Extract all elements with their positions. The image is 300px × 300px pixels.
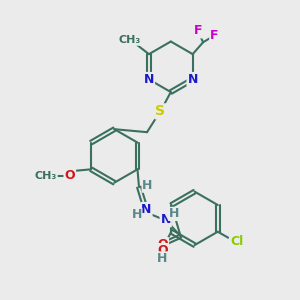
Text: CH₃: CH₃ (118, 35, 141, 45)
Text: S: S (155, 104, 165, 118)
Text: F: F (194, 25, 202, 38)
Text: H: H (131, 208, 142, 221)
Text: O: O (158, 238, 168, 251)
Text: CH₃: CH₃ (35, 171, 57, 181)
Text: O: O (64, 169, 75, 182)
Text: Cl: Cl (230, 235, 244, 248)
Text: H: H (142, 179, 152, 192)
Text: N: N (144, 73, 154, 86)
Text: N: N (188, 73, 198, 86)
Text: N: N (141, 203, 152, 216)
Text: F: F (210, 29, 219, 42)
Text: H: H (157, 252, 168, 265)
Text: H: H (169, 207, 179, 220)
Text: O: O (157, 244, 168, 257)
Text: N: N (160, 213, 171, 226)
